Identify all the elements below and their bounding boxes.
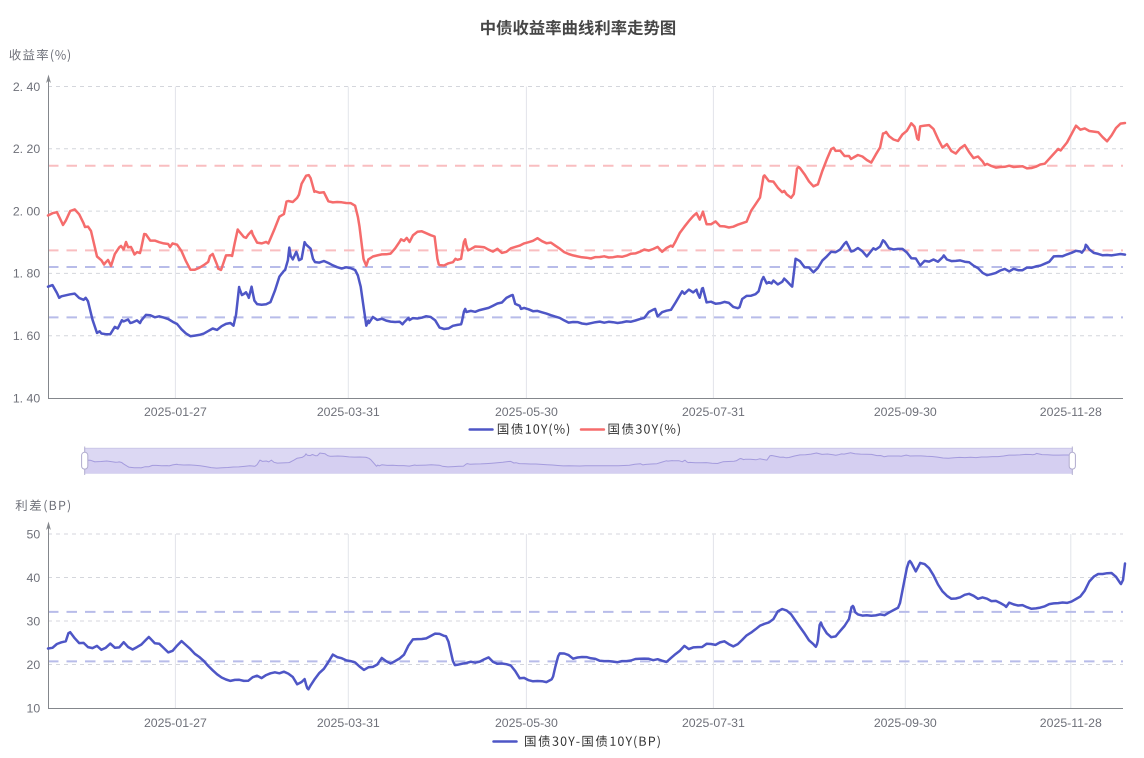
svg-text:2025-07-31: 2025-07-31 <box>682 405 745 419</box>
svg-text:10: 10 <box>27 701 41 715</box>
svg-text:2025-05-30: 2025-05-30 <box>495 716 558 730</box>
svg-text:1. 80: 1. 80 <box>13 267 41 281</box>
svg-text:40: 40 <box>27 571 41 585</box>
svg-text:2025-11-28: 2025-11-28 <box>1040 716 1102 730</box>
svg-text:2. 20: 2. 20 <box>13 142 41 156</box>
svg-text:2. 00: 2. 00 <box>13 204 41 218</box>
svg-text:2025-01-27: 2025-01-27 <box>144 716 207 730</box>
svg-text:2025-01-27: 2025-01-27 <box>144 405 207 419</box>
svg-text:2025-09-30: 2025-09-30 <box>874 716 937 730</box>
svg-text:1. 60: 1. 60 <box>13 329 41 343</box>
svg-text:2025-05-30: 2025-05-30 <box>495 405 558 419</box>
svg-text:1. 40: 1. 40 <box>13 391 41 405</box>
svg-text:50: 50 <box>27 527 41 541</box>
svg-text:20: 20 <box>27 658 41 672</box>
svg-text:2025-11-28: 2025-11-28 <box>1040 405 1102 419</box>
svg-text:2. 40: 2. 40 <box>13 80 41 94</box>
svg-text:2025-03-31: 2025-03-31 <box>317 716 380 730</box>
svg-text:2025-03-31: 2025-03-31 <box>317 405 380 419</box>
svg-text:2025-09-30: 2025-09-30 <box>874 405 937 419</box>
svg-text:2025-07-31: 2025-07-31 <box>682 716 745 730</box>
svg-text:30: 30 <box>27 614 41 628</box>
